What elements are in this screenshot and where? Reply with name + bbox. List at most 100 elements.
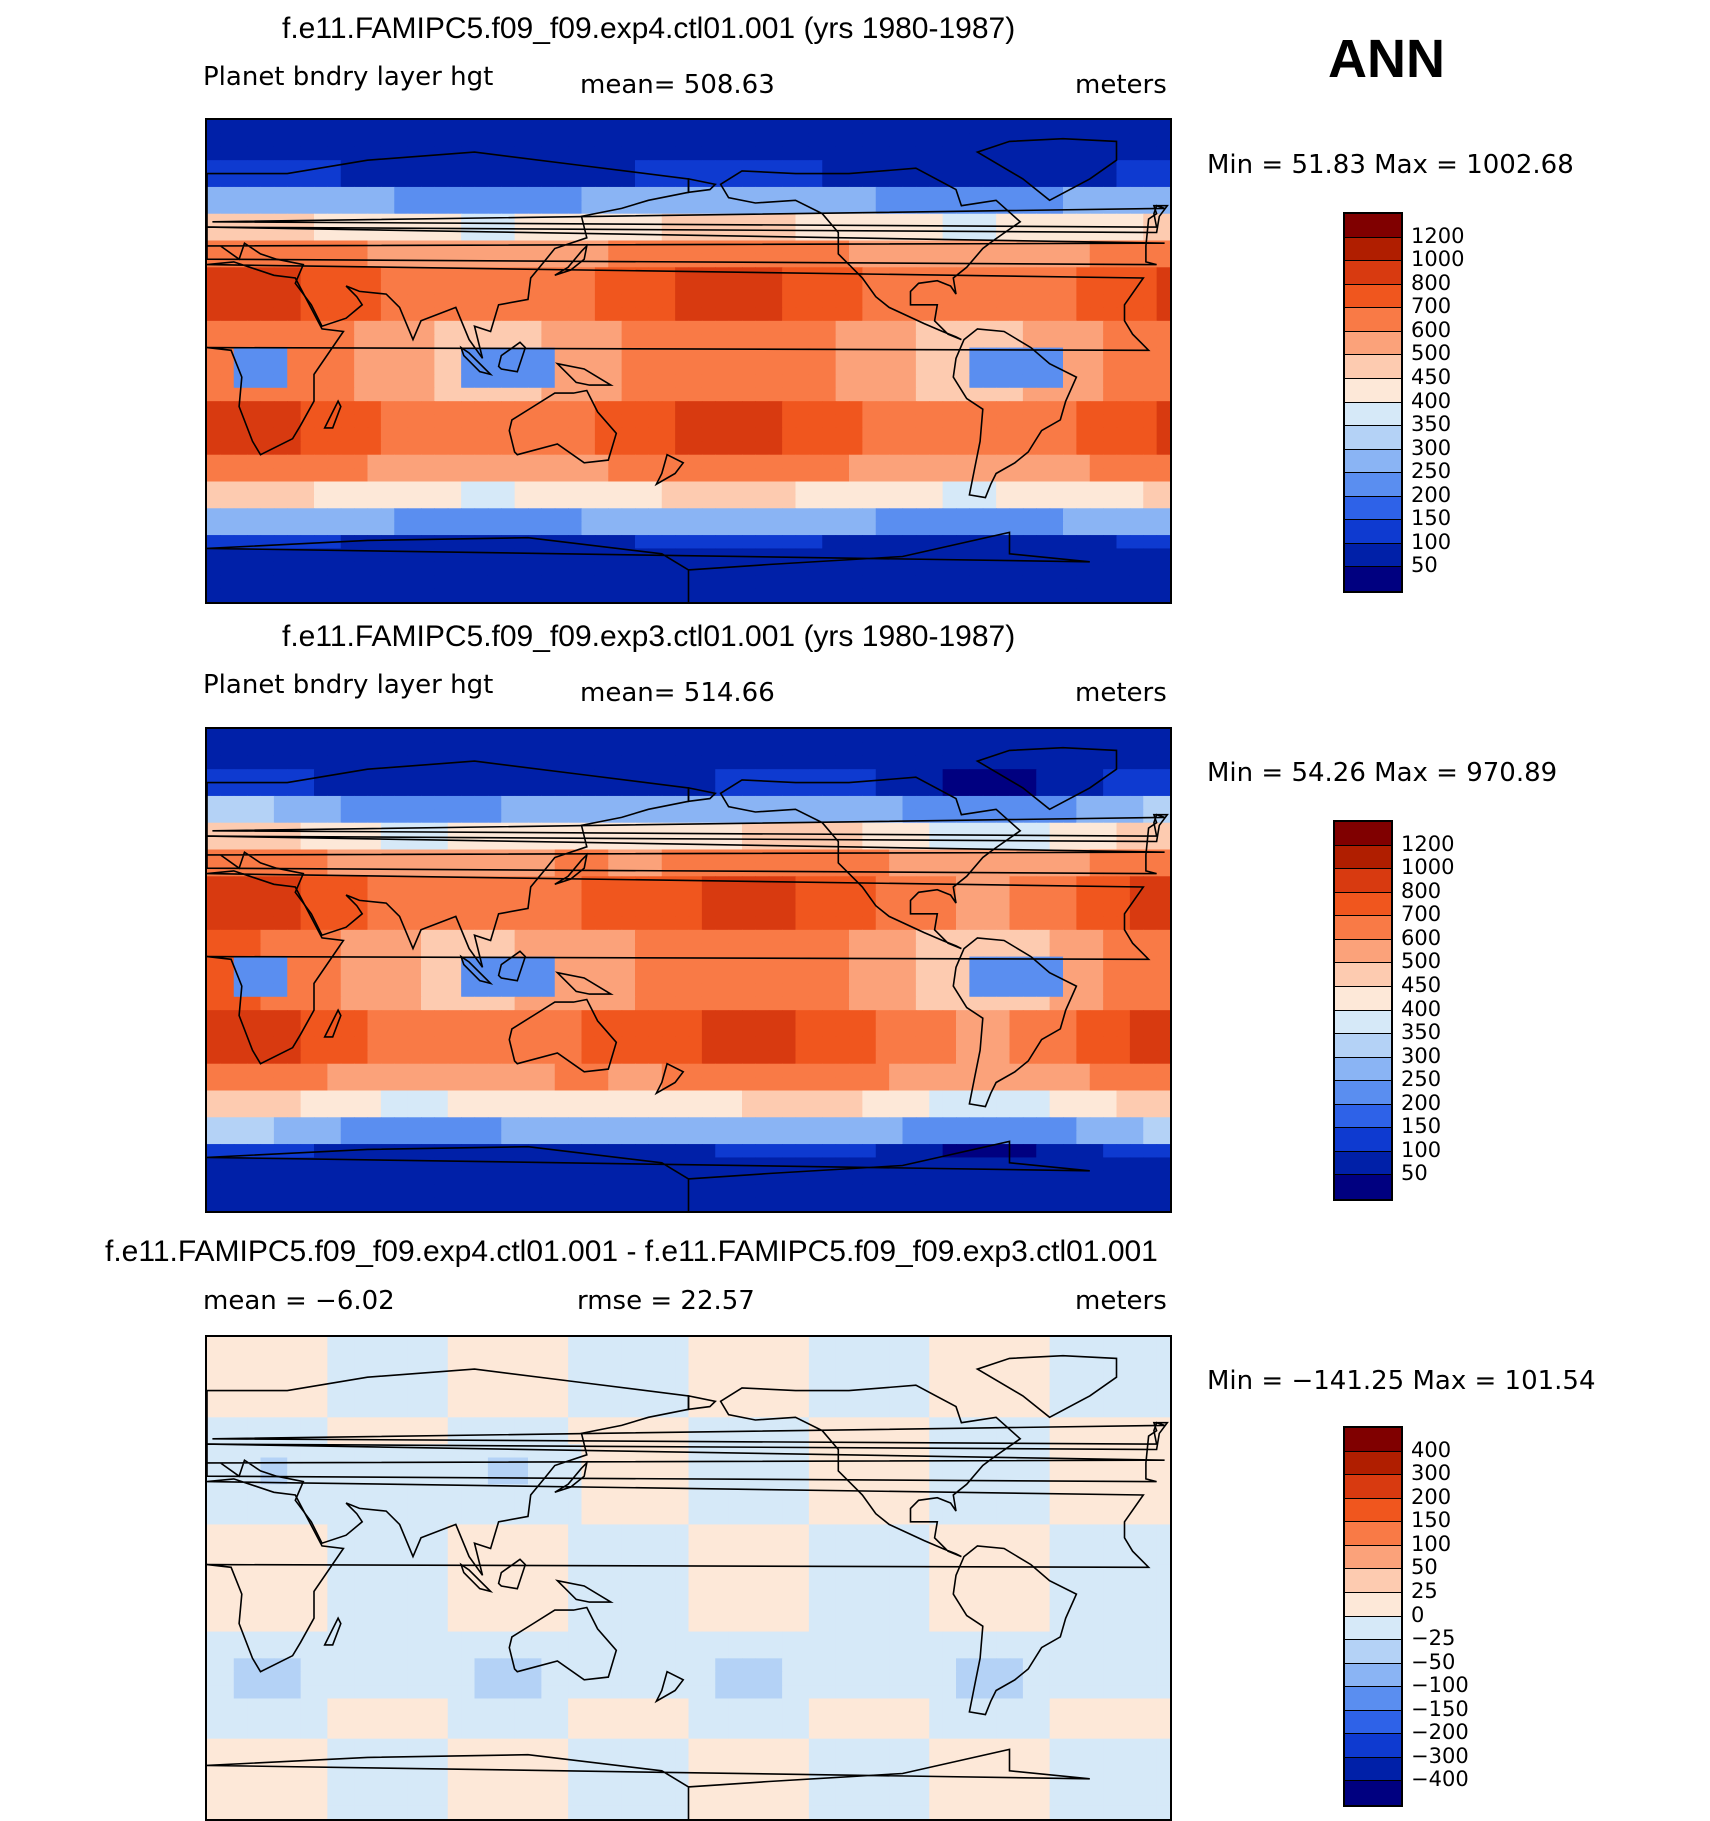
field-cell (1103, 414, 1118, 429)
field-cell (380, 173, 395, 188)
field-cell (487, 427, 502, 442)
field-cell (902, 1023, 917, 1038)
field-cell (742, 862, 756, 877)
field-cell (1036, 1090, 1051, 1105)
field-cell (996, 427, 1011, 442)
field-cell (1063, 769, 1077, 784)
field-cell (969, 1144, 984, 1159)
field-cell (768, 535, 783, 550)
field-cell (207, 535, 221, 550)
field-cell (862, 1036, 877, 1051)
field-cell (969, 1103, 984, 1118)
field-cell (514, 468, 529, 483)
field-cell (701, 387, 716, 402)
field-cell (461, 1077, 476, 1092)
field-cell (996, 401, 1011, 416)
field-cell (701, 1103, 716, 1118)
field-cell (554, 186, 569, 201)
field-cell (273, 133, 288, 148)
field-cell (742, 240, 756, 255)
field-cell (755, 836, 770, 851)
field-cell (314, 441, 328, 456)
field-cell (380, 240, 395, 255)
field-cell (849, 361, 863, 375)
field-cell (889, 414, 904, 429)
field-cell (1009, 347, 1024, 362)
field-cell (528, 916, 542, 931)
field-cell (996, 755, 1011, 770)
field-cell (942, 956, 957, 971)
field-cell (207, 481, 221, 496)
field-cell (207, 903, 221, 918)
field-cell (742, 795, 756, 810)
field-cell (661, 414, 676, 429)
field-cell (1156, 1130, 1170, 1145)
field-cell (354, 334, 369, 349)
field-cell (314, 508, 328, 523)
field-cell (902, 575, 917, 590)
field-cell (528, 280, 542, 295)
field-cell (287, 1023, 302, 1038)
field-cell (541, 227, 556, 242)
field-cell (728, 1117, 743, 1132)
field-cell (528, 1090, 542, 1105)
field-cell (635, 1050, 649, 1065)
field-cell (1009, 1036, 1024, 1051)
field-cell (849, 809, 863, 824)
field-cell (1063, 294, 1077, 309)
field-cell (501, 146, 516, 161)
field-cell (434, 294, 449, 309)
field-cell (207, 729, 221, 743)
field-cell (808, 1090, 823, 1105)
field-cell (287, 253, 302, 268)
field-cell (969, 494, 984, 509)
field-cell (434, 809, 449, 824)
field-cell (1036, 956, 1051, 971)
field-cell (742, 782, 756, 797)
field-cell (447, 916, 462, 931)
field-cell (594, 809, 609, 824)
field-cell (782, 414, 797, 429)
field-cell (541, 1090, 556, 1105)
field-cell (1036, 755, 1051, 770)
field-cell (862, 903, 877, 918)
field-cell (514, 876, 529, 891)
field-cell (233, 1050, 248, 1065)
field-cell (849, 146, 863, 161)
field-cell (247, 575, 262, 590)
field-cell (287, 742, 302, 757)
field-cell (1076, 795, 1091, 810)
field-cell (1116, 903, 1131, 918)
field-cell (1116, 454, 1131, 469)
field-cell (728, 374, 743, 389)
field-cell (675, 729, 690, 743)
field-cell (849, 481, 863, 496)
field-cell (956, 1117, 970, 1132)
field-cell (300, 173, 315, 188)
field-cell (688, 267, 703, 282)
field-cell (648, 970, 663, 984)
field-cell (1116, 822, 1131, 837)
field-cell (768, 468, 783, 483)
field-cell (996, 521, 1011, 536)
field-cell (273, 876, 288, 891)
field-cell (1049, 782, 1064, 797)
field-cell (969, 508, 984, 523)
field-cell (688, 809, 703, 824)
field-cell (808, 441, 823, 456)
field-cell (501, 401, 516, 416)
field-cell (434, 213, 449, 228)
field-cell (554, 548, 569, 563)
field-cell (1036, 1077, 1051, 1092)
field-cell (287, 1103, 302, 1118)
field-cell (1063, 916, 1077, 931)
field-cell (768, 347, 783, 362)
field-cell (902, 849, 917, 864)
field-cell (849, 822, 863, 837)
field-cell (474, 1144, 489, 1159)
field-cell (969, 1023, 984, 1038)
field-cell (608, 929, 623, 944)
field-cell (889, 334, 904, 349)
field-cell (447, 213, 462, 228)
field-cell (1103, 267, 1118, 282)
